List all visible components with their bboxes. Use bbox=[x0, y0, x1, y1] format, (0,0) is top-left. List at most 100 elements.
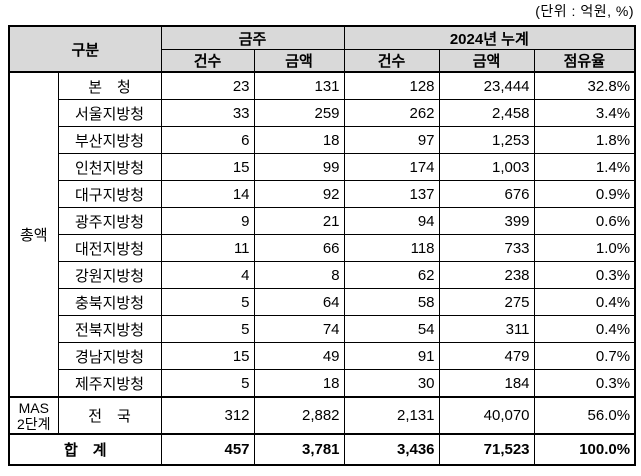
cum-amount-value: 399 bbox=[438, 207, 535, 235]
cum-count-value: 128 bbox=[343, 71, 440, 100]
cum-count-value: 91 bbox=[343, 342, 440, 370]
cum-count-value: 174 bbox=[343, 153, 440, 181]
week-amount-value: 64 bbox=[253, 288, 345, 316]
share-value: 3.4% bbox=[533, 99, 636, 127]
table-row: 서울지방청 33 259 262 2,458 3.4% bbox=[9, 99, 636, 127]
cum-amount-value: 1,253 bbox=[438, 126, 535, 154]
unit-note: (단위 : 억원, %) bbox=[535, 3, 634, 19]
region-name: 인천지방청 bbox=[57, 153, 162, 181]
mas-group-label: MAS 2단계 bbox=[8, 396, 59, 435]
mas-group-label-line2: 2단계 bbox=[16, 415, 51, 432]
header-row-subcolumns: 건수 금액 건수 금액 점유율 bbox=[9, 49, 636, 73]
week-count-value: 23 bbox=[160, 71, 255, 100]
cum-amount-value: 311 bbox=[438, 315, 535, 343]
cum-amount-value: 2,458 bbox=[438, 99, 535, 127]
share-value: 56.0% bbox=[533, 396, 636, 435]
cum-count-value: 58 bbox=[343, 288, 440, 316]
week-count-value: 33 bbox=[160, 99, 255, 127]
share-value: 1.4% bbox=[533, 153, 636, 181]
share-value: 0.3% bbox=[533, 261, 636, 289]
week-count-value: 5 bbox=[160, 315, 255, 343]
share-value: 1.0% bbox=[533, 234, 636, 262]
region-name: 제주지방청 bbox=[57, 369, 162, 398]
share-value: 0.4% bbox=[533, 288, 636, 316]
statistics-table: 구분 금주 2024년 누계 건수 금액 건수 금액 점유율 총액 본 청 23… bbox=[8, 25, 637, 466]
week-amount-value: 259 bbox=[253, 99, 345, 127]
table-row: 제주지방청 5 18 30 184 0.3% bbox=[9, 369, 636, 398]
share-value: 0.7% bbox=[533, 342, 636, 370]
row-group-label: 총액 bbox=[8, 71, 59, 398]
cum-count-value: 62 bbox=[343, 261, 440, 289]
table-row: 광주지방청 9 21 94 399 0.6% bbox=[9, 207, 636, 235]
week-count-value: 5 bbox=[160, 369, 255, 398]
header-share: 점유율 bbox=[533, 49, 636, 73]
table-row: 대구지방청 14 92 137 676 0.9% bbox=[9, 180, 636, 208]
header-group-this-week: 금주 bbox=[160, 25, 345, 50]
region-name: 광주지방청 bbox=[57, 207, 162, 235]
week-count-value: 9 bbox=[160, 207, 255, 235]
region-name: 경남지방청 bbox=[57, 342, 162, 370]
grand-total-row: 합 계 457 3,781 3,436 71,523 100.0% bbox=[8, 433, 636, 466]
cum-amount-value: 676 bbox=[438, 180, 535, 208]
cum-amount-value: 40,070 bbox=[438, 396, 535, 435]
table-row: 대전지방청 11 66 118 733 1.0% bbox=[9, 234, 636, 262]
week-amount-value: 18 bbox=[253, 126, 345, 154]
table-row: 인천지방청 15 99 174 1,003 1.4% bbox=[9, 153, 636, 181]
region-name: 대전지방청 bbox=[57, 234, 162, 262]
share-value: 32.8% bbox=[533, 71, 636, 100]
region-name: 충북지방청 bbox=[57, 288, 162, 316]
week-count-value: 11 bbox=[160, 234, 255, 262]
week-amount-value: 92 bbox=[253, 180, 345, 208]
header-week-count: 건수 bbox=[160, 49, 255, 73]
table-row: 경남지방청 15 49 91 479 0.7% bbox=[9, 342, 636, 370]
share-value: 0.3% bbox=[533, 369, 636, 398]
total-week-amount: 3,781 bbox=[253, 433, 345, 466]
table-row: 전북지방청 5 74 54 311 0.4% bbox=[9, 315, 636, 343]
total-share: 100.0% bbox=[533, 433, 636, 466]
week-amount-value: 21 bbox=[253, 207, 345, 235]
region-name: 전북지방청 bbox=[57, 315, 162, 343]
cum-count-value: 262 bbox=[343, 99, 440, 127]
mas-group-label-line1: MAS bbox=[18, 399, 49, 416]
week-amount-value: 74 bbox=[253, 315, 345, 343]
header-category: 구분 bbox=[8, 25, 162, 73]
cum-count-value: 137 bbox=[343, 180, 440, 208]
cum-amount-value: 23,444 bbox=[438, 71, 535, 100]
week-count-value: 14 bbox=[160, 180, 255, 208]
total-cum-amount: 71,523 bbox=[438, 433, 535, 466]
cum-amount-value: 184 bbox=[438, 369, 535, 398]
region-name: 본 청 bbox=[57, 71, 162, 100]
table-row: 총액 본 청 23 131 128 23,444 32.8% bbox=[8, 71, 636, 398]
week-amount-value: 131 bbox=[253, 71, 345, 100]
cum-amount-value: 733 bbox=[438, 234, 535, 262]
cum-count-value: 54 bbox=[343, 315, 440, 343]
week-amount-value: 99 bbox=[253, 153, 345, 181]
week-amount-value: 8 bbox=[253, 261, 345, 289]
share-value: 0.4% bbox=[533, 315, 636, 343]
header-row-groups: 구분 금주 2024년 누계 bbox=[8, 25, 636, 73]
week-amount-value: 66 bbox=[253, 234, 345, 262]
region-name: 강원지방청 bbox=[57, 261, 162, 289]
week-amount-value: 2,882 bbox=[253, 396, 345, 435]
cum-count-value: 118 bbox=[343, 234, 440, 262]
total-cum-count: 3,436 bbox=[343, 433, 440, 466]
region-name: 서울지방청 bbox=[57, 99, 162, 127]
header-cum-count: 건수 bbox=[343, 49, 440, 73]
week-count-value: 312 bbox=[160, 396, 255, 435]
week-amount-value: 18 bbox=[253, 369, 345, 398]
total-label: 합 계 bbox=[8, 433, 162, 466]
cum-count-value: 2,131 bbox=[343, 396, 440, 435]
week-count-value: 15 bbox=[160, 153, 255, 181]
week-count-value: 4 bbox=[160, 261, 255, 289]
cum-count-value: 97 bbox=[343, 126, 440, 154]
table-row: 강원지방청 4 8 62 238 0.3% bbox=[9, 261, 636, 289]
header-cum-amount: 금액 bbox=[438, 49, 535, 73]
cum-count-value: 30 bbox=[343, 369, 440, 398]
share-value: 0.6% bbox=[533, 207, 636, 235]
week-count-value: 5 bbox=[160, 288, 255, 316]
region-name: 대구지방청 bbox=[57, 180, 162, 208]
mas-nationwide-row: MAS 2단계 전 국 312 2,882 2,131 40,070 56.0% bbox=[8, 396, 636, 435]
week-count-value: 6 bbox=[160, 126, 255, 154]
cum-amount-value: 275 bbox=[438, 288, 535, 316]
